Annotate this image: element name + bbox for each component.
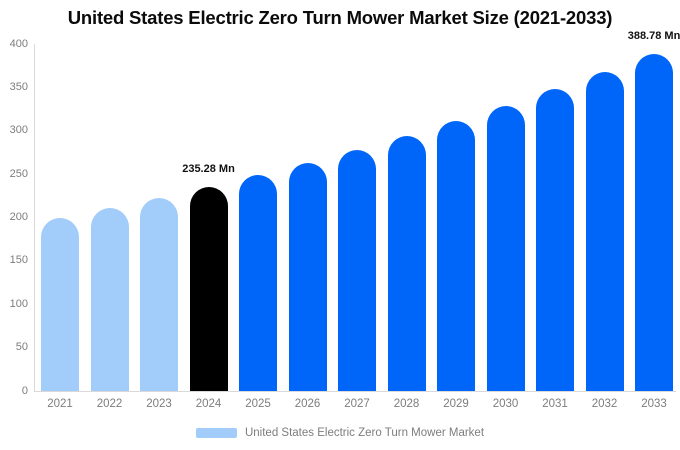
bar-2032[interactable] bbox=[585, 72, 624, 391]
y-tick-label: 350 bbox=[9, 80, 28, 93]
bar-2026[interactable] bbox=[288, 162, 327, 391]
y-tick-label: 300 bbox=[9, 124, 28, 137]
bar-2033[interactable] bbox=[635, 53, 673, 391]
legend-swatch bbox=[195, 428, 237, 438]
bar-2029[interactable] bbox=[437, 121, 475, 391]
legend-label: United States Electric Zero Turn Mower M… bbox=[244, 427, 485, 439]
x-tick-label-2032: 2032 bbox=[591, 398, 618, 410]
y-tick-label: 250 bbox=[9, 167, 28, 180]
y-tick-label: 50 bbox=[15, 341, 28, 354]
bar-2025[interactable] bbox=[239, 175, 277, 391]
bar-value-label-2033: 388.78 Mn bbox=[627, 29, 680, 42]
x-tick-label-2028: 2028 bbox=[393, 398, 420, 410]
x-tick-label-2027: 2027 bbox=[344, 398, 370, 410]
x-tick-label-2030: 2030 bbox=[492, 398, 519, 410]
x-tick-label-2022: 2022 bbox=[96, 398, 123, 410]
x-tick-label-2024: 2024 bbox=[195, 398, 222, 410]
y-axis-line bbox=[34, 44, 35, 391]
y-tick-label: 0 bbox=[21, 384, 28, 397]
chart-title: United States Electric Zero Turn Mower M… bbox=[67, 7, 613, 28]
bar-2023[interactable] bbox=[140, 197, 178, 391]
bar-2024[interactable] bbox=[189, 186, 228, 391]
bar-2031[interactable] bbox=[536, 89, 574, 391]
bar-2022[interactable] bbox=[90, 208, 129, 391]
bar-2027[interactable] bbox=[338, 149, 376, 391]
x-tick-label-2025: 2025 bbox=[245, 398, 271, 410]
y-tick-label: 400 bbox=[9, 37, 28, 50]
x-tick-label-2033: 2033 bbox=[641, 398, 667, 410]
x-axis-line bbox=[34, 391, 676, 392]
bar-2030[interactable] bbox=[486, 105, 525, 391]
bar-2021[interactable] bbox=[41, 218, 79, 391]
x-tick-label-2031: 2031 bbox=[542, 398, 568, 410]
x-tick-label-2023: 2023 bbox=[146, 398, 172, 410]
y-tick-label: 150 bbox=[9, 254, 28, 267]
y-tick-label: 100 bbox=[9, 297, 28, 310]
x-tick-label-2026: 2026 bbox=[294, 398, 321, 410]
x-tick-label-2021: 2021 bbox=[47, 398, 73, 410]
legend-item[interactable]: United States Electric Zero Turn Mower M… bbox=[195, 427, 485, 439]
bar-2028[interactable] bbox=[387, 135, 426, 391]
x-tick-label-2029: 2029 bbox=[443, 398, 469, 410]
bar-value-label-2024: 235.28 Mn bbox=[182, 162, 235, 175]
y-tick-label: 200 bbox=[9, 211, 28, 223]
